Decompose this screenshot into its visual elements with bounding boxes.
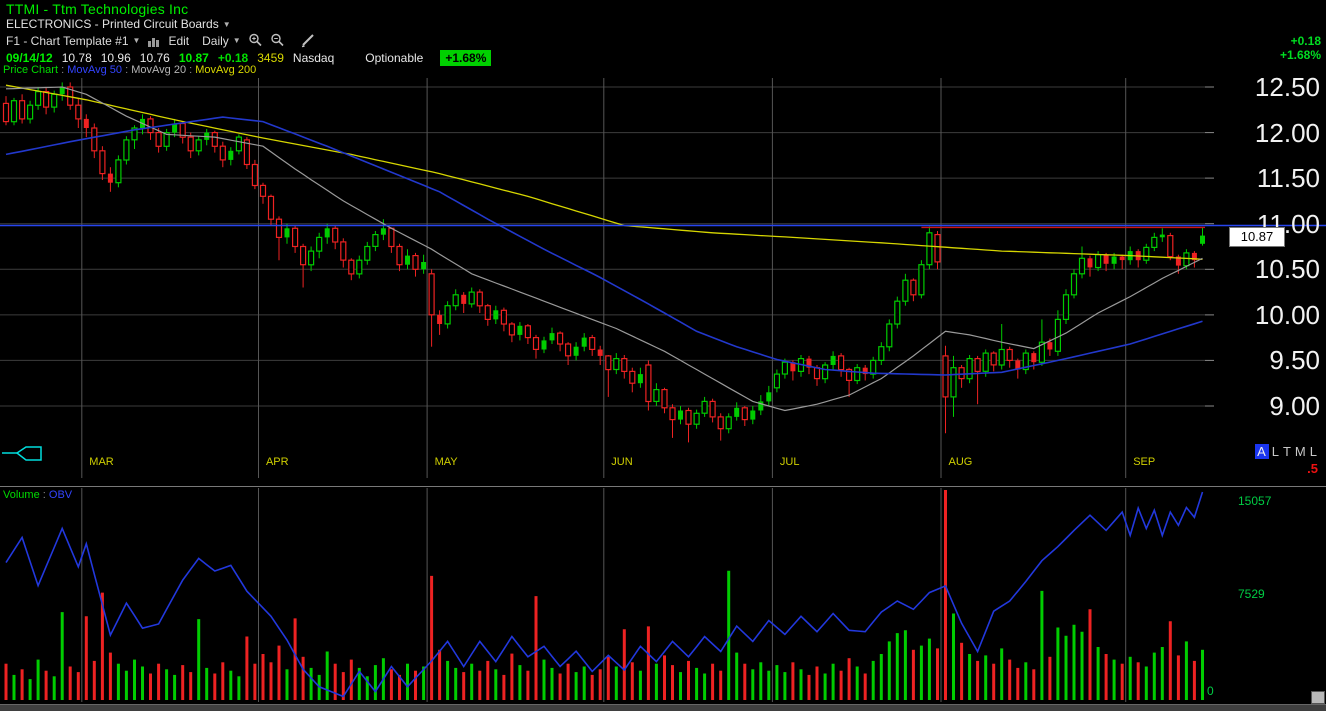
period-label: Daily — [202, 33, 229, 48]
price-axis-label: 10.50 — [1254, 254, 1320, 285]
chevron-down-icon: ▼ — [222, 20, 231, 30]
zoom-out-button[interactable] — [270, 33, 285, 48]
month-axis-label: AUG — [948, 456, 973, 468]
price-axis-label: 12.00 — [1254, 117, 1320, 148]
horizontal-scrollbar[interactable] — [0, 704, 1326, 711]
zoom-preset-l-1[interactable]: L — [1271, 444, 1280, 459]
chart-template-label: F1 - Chart Template #1 — [6, 33, 129, 48]
zoom-preset-t-2[interactable]: T — [1282, 444, 1292, 459]
zoom-preset-a-0[interactable]: A — [1255, 444, 1269, 459]
obv-line — [5, 491, 1204, 698]
quote-open: 10.78 — [61, 51, 92, 65]
ma50-line — [5, 116, 1203, 376]
zoom-in-button[interactable] — [248, 33, 263, 48]
month-gridlines — [81, 78, 1127, 702]
volume-series — [4, 490, 1204, 700]
month-axis-label: MAY — [434, 456, 458, 468]
magnifier-minus-icon — [271, 33, 284, 47]
pencil-icon — [301, 34, 314, 48]
volume-axis-label: 7529 — [1238, 586, 1265, 601]
edit-button[interactable]: Edit — [168, 34, 189, 48]
month-axis-label: MAR — [89, 456, 114, 468]
price-axis-label: 10.00 — [1254, 299, 1320, 330]
pane-divider[interactable] — [0, 486, 1326, 487]
quote-change: +0.18 — [217, 51, 249, 65]
zoom-preset-l-4[interactable]: L — [1309, 444, 1318, 459]
chart-template-dropdown[interactable]: F1 - Chart Template #1 ▼ — [6, 34, 140, 48]
sector-label: ELECTRONICS - Printed Circuit Boards — [6, 17, 219, 31]
change-pct: +1.68% — [1279, 48, 1321, 62]
volume-axis-label: 0 — [1207, 684, 1214, 698]
price-axis-label: 9.00 — [1269, 390, 1320, 421]
zoom-preset-m-3[interactable]: M — [1294, 444, 1307, 459]
ma50-legend-label[interactable]: MovAvg 50 — [67, 64, 123, 76]
magnifier-plus-icon — [249, 33, 262, 47]
edit-label: Edit — [168, 33, 190, 48]
price-axis-label: 11.50 — [1256, 163, 1320, 194]
draw-tool-button[interactable] — [300, 33, 316, 48]
optionable-label: Optionable — [365, 51, 424, 65]
ma20-line — [5, 86, 1203, 412]
quote-date: 09/14/12 — [6, 51, 53, 65]
scrollbar-resize-handle[interactable] — [1311, 691, 1325, 704]
quote-volume: 3459 — [257, 51, 284, 65]
zoom-suffix-button[interactable]: .5 — [1307, 461, 1318, 476]
month-axis-label: JUL — [779, 456, 800, 468]
volume-pane-legend: Volume : OBV — [3, 489, 73, 501]
change-block: +0.18 +1.68% — [1280, 34, 1321, 62]
month-axis-label: SEP — [1133, 456, 1156, 468]
ma200-legend-label[interactable]: MovAvg 200 — [195, 64, 257, 76]
drawing-annotation-arrow[interactable] — [2, 446, 42, 461]
obv-legend-label[interactable]: OBV — [48, 489, 73, 501]
last-price-tag: 10.87 — [1229, 227, 1285, 247]
price-chart-label[interactable]: Price Chart — [3, 64, 59, 76]
price-axis-label: 9.50 — [1269, 345, 1320, 376]
volume-label[interactable]: Volume — [3, 489, 40, 501]
percent-change-badge: +1.68% — [440, 50, 492, 66]
symbol-title: TTMI - Ttm Technologies Inc — [6, 1, 189, 17]
quote-high: 10.96 — [100, 51, 131, 65]
chevron-down-icon: ▼ — [132, 36, 141, 45]
change-abs: +0.18 — [1290, 34, 1321, 48]
period-dropdown[interactable]: Daily ▼ — [202, 34, 241, 48]
month-axis-label: APR — [265, 456, 289, 468]
ma200-line — [5, 84, 1203, 260]
ma20-legend-label[interactable]: MovAvg 20 — [131, 64, 187, 76]
bar-style-button[interactable] — [147, 34, 161, 48]
quote-row: 09/14/12 10.78 10.96 10.76 10.87 +0.18 3… — [6, 50, 500, 66]
price-pane-legend: Price Chart : MovAvg 50 : MovAvg 20 : Mo… — [3, 64, 257, 76]
toolbar: F1 - Chart Template #1 ▼ Edit Daily ▼ — [6, 33, 316, 48]
quote-exchange: Nasdaq — [292, 51, 335, 65]
quote-last: 10.87 — [178, 51, 209, 65]
volume-axis-label: 15057 — [1238, 494, 1272, 508]
price-axis-label: 12.50 — [1254, 72, 1320, 102]
quote-low: 10.76 — [139, 51, 170, 65]
bars-icon — [148, 37, 160, 47]
sector-dropdown[interactable]: ELECTRONICS - Printed Circuit Boards ▼ — [6, 17, 231, 31]
month-axis-label: JUN — [611, 456, 633, 468]
chevron-down-icon: ▼ — [232, 36, 241, 45]
